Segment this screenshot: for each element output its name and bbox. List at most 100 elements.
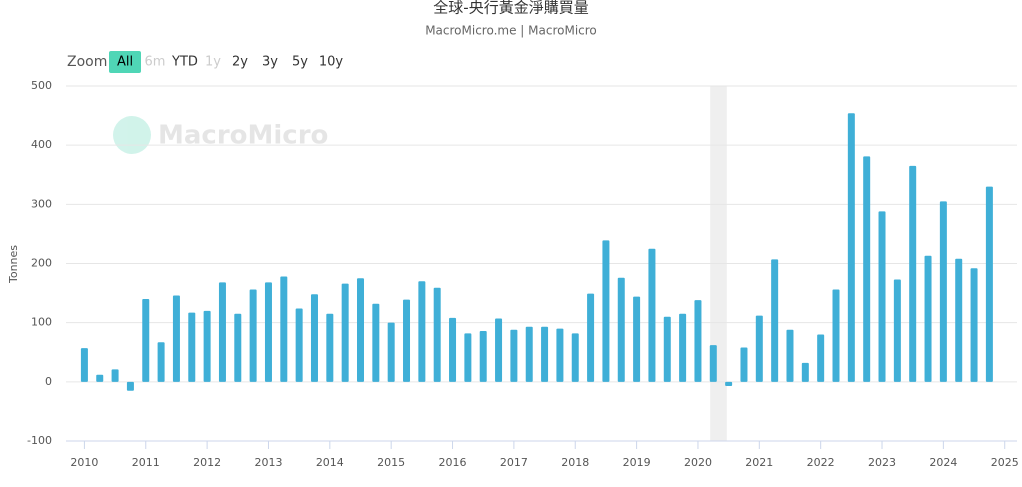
bar [157,342,165,382]
zoom-button[interactable]: 1y [205,55,221,70]
bar [142,299,150,382]
zoom-button[interactable]: 3y [262,55,278,70]
bar [587,293,595,382]
y-tick-label: 100 [31,316,52,329]
bar [525,326,533,382]
x-tick-label: 2012 [193,456,221,469]
y-tick-label: 500 [31,79,52,92]
x-tick-label: 2013 [254,456,282,469]
y-tick-label: 200 [31,257,52,270]
bar [510,329,518,382]
x-tick-label: 2017 [500,456,528,469]
bar [970,268,978,382]
zoom-button[interactable]: YTD [171,55,198,70]
bar [648,248,656,382]
bar [341,283,349,382]
bar [433,287,441,382]
x-tick-label: 2011 [132,456,160,469]
x-tick-label: 2024 [929,456,957,469]
bar [985,186,993,382]
bar [924,255,932,382]
x-tick-label: 2010 [70,456,98,469]
bar [893,279,901,382]
bar [372,303,380,382]
bar [249,289,257,382]
bar [694,300,702,382]
bar [264,282,272,382]
bar [387,322,395,382]
x-tick-label: 2018 [561,456,589,469]
bar [280,276,288,382]
bar [111,369,119,382]
bar [602,240,610,382]
zoom-button[interactable]: 5y [292,55,308,70]
x-tick-label: 2016 [439,456,467,469]
bar [80,348,88,382]
x-tick-label: 2020 [684,456,712,469]
bar [403,299,411,382]
bar [295,308,303,382]
bar [571,333,579,382]
bar [801,362,809,382]
bar [310,294,318,382]
bar [188,312,196,382]
x-tick-label: 2014 [316,456,344,469]
watermark-text: MacroMicro [158,121,328,151]
bar [771,259,779,382]
x-tick-label: 2019 [623,456,651,469]
bar [449,317,457,382]
bar [418,281,426,382]
bar [326,313,334,382]
bar [617,277,625,382]
zoom-button[interactable]: 6m [145,55,166,70]
zoom-label: Zoom [67,54,107,70]
zoom-button-bg[interactable] [109,51,141,73]
bar [955,258,963,382]
x-tick-label: 2015 [377,456,405,469]
bar [740,347,748,382]
y-tick-label: -100 [27,434,52,447]
bar [218,282,226,382]
y-tick-label: 400 [31,138,52,151]
chart-title: 全球-央行黃金淨購買量 [433,0,588,17]
bar [541,326,549,382]
bar [817,334,825,382]
y-tick-label: 300 [31,197,52,210]
bar [909,165,917,382]
bar [464,333,472,382]
y-tick-label: 0 [45,375,52,388]
bar [663,316,671,382]
bar [556,328,564,382]
bar [479,330,487,382]
bar [878,211,886,382]
bar [357,278,365,382]
zoom-button[interactable]: All [117,55,133,70]
bar [709,345,717,382]
chart-subtitle: MacroMicro.me | MacroMicro [425,24,597,38]
bar [725,381,733,386]
zoom-button[interactable]: 2y [232,55,248,70]
x-tick-label: 2023 [868,456,896,469]
bar [96,374,104,382]
x-tick-label: 2025 [991,456,1019,469]
bar [755,315,763,382]
bar [939,201,947,382]
bar [633,296,641,382]
bar [234,313,242,382]
zoom-button[interactable]: 10y [319,55,344,70]
bar [679,313,687,382]
bar [203,310,211,382]
bar [832,289,840,382]
bar [172,295,180,382]
bar [495,318,503,382]
watermark: MacroMicro [113,116,328,154]
watermark-logo [113,116,151,154]
bar [847,113,855,382]
x-tick-label: 2022 [807,456,835,469]
bar [786,329,794,382]
bar [126,381,134,391]
bar [863,156,871,382]
x-tick-label: 2021 [745,456,773,469]
y-axis-label: Tonnes [7,245,20,284]
